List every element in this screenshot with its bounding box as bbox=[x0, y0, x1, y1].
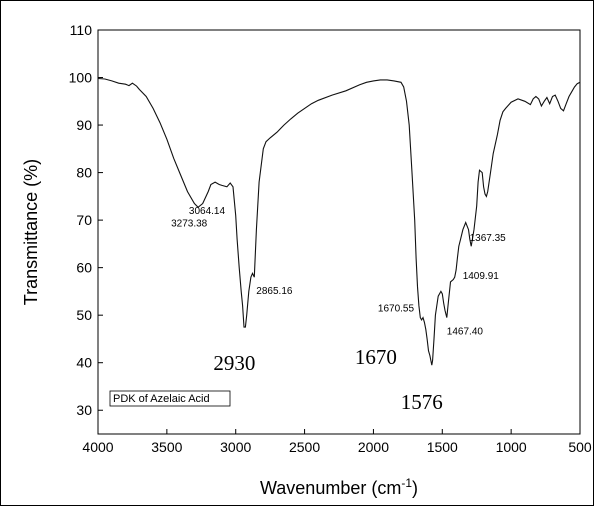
x-axis-title-main: Wavenumber (cm bbox=[260, 478, 401, 498]
peak-label: 1467.40 bbox=[447, 327, 484, 338]
y-tick-label: 30 bbox=[76, 402, 92, 418]
y-tick-label: 70 bbox=[76, 212, 92, 228]
y-tick-label: 80 bbox=[76, 165, 92, 181]
y-tick-label: 110 bbox=[70, 22, 93, 38]
x-tick-label: 2500 bbox=[289, 439, 320, 455]
x-axis-title-superscript: -1 bbox=[401, 476, 412, 490]
peak-label: 1409.91 bbox=[463, 271, 500, 282]
x-tick-label: 500 bbox=[568, 439, 592, 455]
series-line bbox=[97, 77, 581, 366]
legend-label: PDK of Azelaic Acid bbox=[113, 393, 210, 405]
x-tick-label: 2000 bbox=[358, 439, 389, 455]
peak-label: 3064.14 bbox=[189, 206, 226, 217]
peak-label: 1670 bbox=[355, 345, 397, 369]
y-axis-title: Transmittance (%) bbox=[21, 159, 41, 305]
peak-label: 1576 bbox=[401, 390, 443, 414]
peak-label: 3273.38 bbox=[171, 218, 208, 229]
x-tick-label: 3500 bbox=[151, 439, 182, 455]
y-axis: 30 40 50 60 70 80 90 100 110 bbox=[69, 22, 103, 418]
y-tick-label: 90 bbox=[76, 117, 92, 133]
legend-box bbox=[109, 390, 231, 407]
y-tick-label: 50 bbox=[76, 307, 92, 323]
peak-label: 2865.16 bbox=[256, 286, 293, 297]
y-tick-label: 100 bbox=[69, 70, 93, 86]
y-tick-label: 40 bbox=[76, 355, 92, 371]
x-tick-label: 1500 bbox=[427, 439, 458, 455]
x-tick-label: 4000 bbox=[82, 439, 113, 455]
peak-label: 1670.55 bbox=[378, 304, 415, 315]
legend: PDK of Azelaic Acid bbox=[109, 390, 231, 407]
y-tick-label: 60 bbox=[76, 260, 92, 276]
x-axis-title-suffix: ) bbox=[412, 478, 418, 498]
plot-area bbox=[97, 29, 581, 435]
x-axis-title: Wavenumber (cm-1) bbox=[260, 476, 418, 498]
x-tick-label: 3000 bbox=[220, 439, 251, 455]
peak-label: 1367.35 bbox=[470, 233, 507, 244]
x-axis: 4000 3500 3000 2500 2000 1500 1000 500 bbox=[82, 429, 592, 455]
peak-label: 2930 bbox=[213, 351, 255, 375]
x-tick-label: 1000 bbox=[496, 439, 527, 455]
